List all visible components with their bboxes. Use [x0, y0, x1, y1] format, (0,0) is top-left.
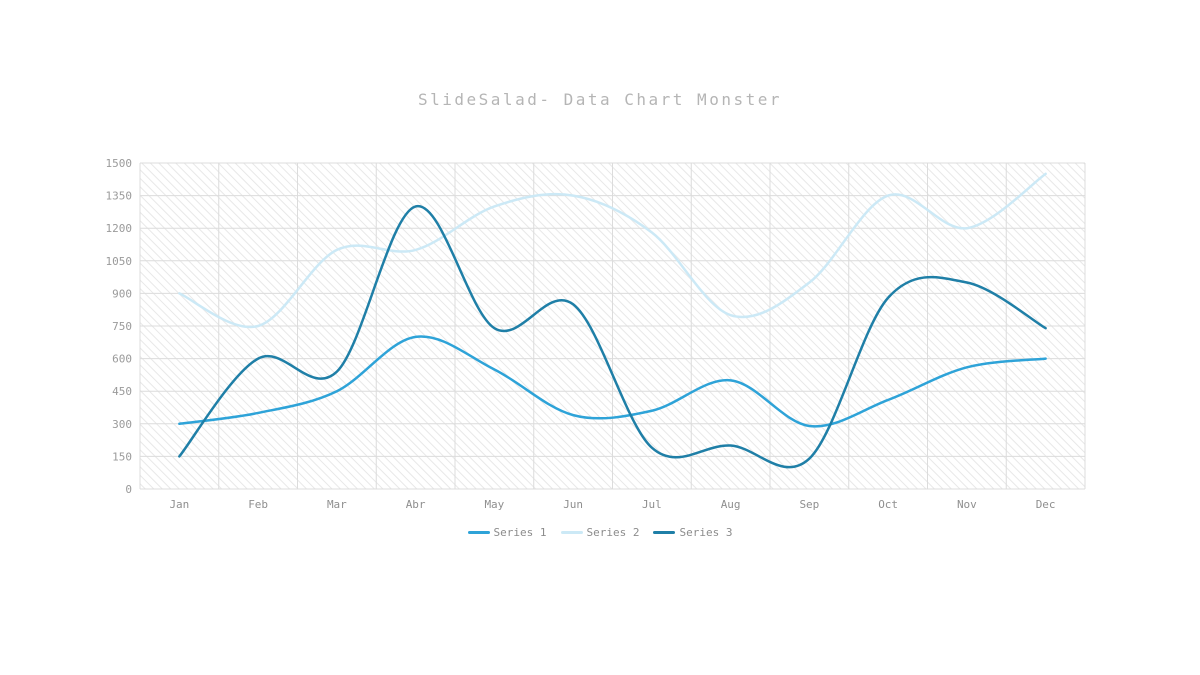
x-axis-label: Abr [406, 498, 426, 511]
x-axis-label: May [484, 498, 504, 511]
x-axis-label: Jan [169, 498, 189, 511]
x-axis-label: Sep [799, 498, 819, 511]
y-axis-label: 900 [112, 287, 132, 300]
legend-line-marker-icon [560, 531, 583, 534]
x-axis-label: Aug [721, 498, 741, 511]
y-axis-label: 1500 [106, 157, 133, 170]
legend-item-series-2[interactable]: Series 2 [560, 526, 640, 539]
legend-item-series-3[interactable]: Series 3 [653, 526, 732, 539]
legend-label: Series 2 [586, 526, 640, 539]
x-axis-label: Oct [878, 498, 898, 511]
legend-label: Series 3 [679, 526, 733, 539]
series-line-series-2 [178, 172, 1047, 329]
series-line-series-3 [178, 205, 1047, 469]
y-axis-label: 1350 [106, 190, 133, 203]
x-axis-label: Jul [642, 498, 662, 511]
y-axis-label: 300 [112, 418, 132, 431]
x-axis-label: Feb [248, 498, 268, 511]
legend-line-marker-icon [653, 531, 676, 534]
y-axis-label: 750 [112, 320, 132, 333]
x-axis-label: Nov [957, 498, 977, 511]
series-line-series-1 [178, 335, 1047, 428]
legend-item-series-1[interactable]: Series 1 [467, 526, 547, 539]
chart-title: SlideSalad- Data Chart Monster [418, 90, 782, 109]
legend-line-marker-icon [467, 531, 490, 534]
x-axis-label: Jun [563, 498, 583, 511]
y-axis-label: 450 [112, 385, 132, 398]
y-axis-label: 1200 [106, 222, 133, 235]
x-axis-label: Dec [1036, 498, 1056, 511]
y-axis-label: 150 [112, 450, 132, 463]
x-axis-label: Mar [327, 498, 347, 511]
y-axis-label: 0 [125, 483, 132, 496]
y-axis-label: 1050 [106, 255, 133, 268]
legend-label: Series 1 [493, 526, 547, 539]
chart-legend: Series 1 Series 2 Series 3 [0, 526, 1200, 539]
y-axis-label: 600 [112, 353, 132, 366]
